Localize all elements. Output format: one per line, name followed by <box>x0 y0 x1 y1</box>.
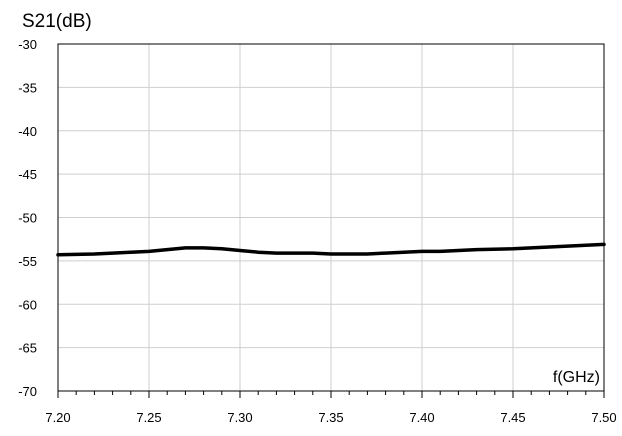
x-axis-title: f(GHz) <box>553 369 600 386</box>
grid-layer <box>58 44 604 391</box>
y-axis-title: S21(dB) <box>22 11 92 32</box>
x-tick-label: 7.40 <box>409 410 434 425</box>
s21-series-line <box>56 242 606 257</box>
y-tick-label: -50 <box>18 211 37 226</box>
tick-labels: 7.20 7.25 7.30 7.35 7.40 7.45 7.50 -30 -35 -40 -45… <box>18 37 616 425</box>
y-tick-label: -65 <box>18 341 37 356</box>
x-tick-label: 7.35 <box>318 410 343 425</box>
y-tick-label: -40 <box>18 124 37 139</box>
x-tick-label: 7.50 <box>591 410 616 425</box>
y-tick-label: -60 <box>18 297 37 312</box>
y-tick-label: -30 <box>18 37 37 52</box>
y-tick-label: -55 <box>18 254 37 269</box>
plot-area-frame <box>57 43 605 392</box>
minor-ticks <box>57 391 605 398</box>
y-tick-label: -70 <box>18 384 37 399</box>
x-tick-label: 7.25 <box>136 410 161 425</box>
y-tick-label: -35 <box>18 80 37 95</box>
x-tick-label: 7.45 <box>500 410 525 425</box>
series-layer <box>56 242 606 257</box>
y-tick-label: -45 <box>18 167 37 182</box>
x-tick-label: 7.20 <box>45 410 70 425</box>
x-tick-label: 7.30 <box>227 410 252 425</box>
